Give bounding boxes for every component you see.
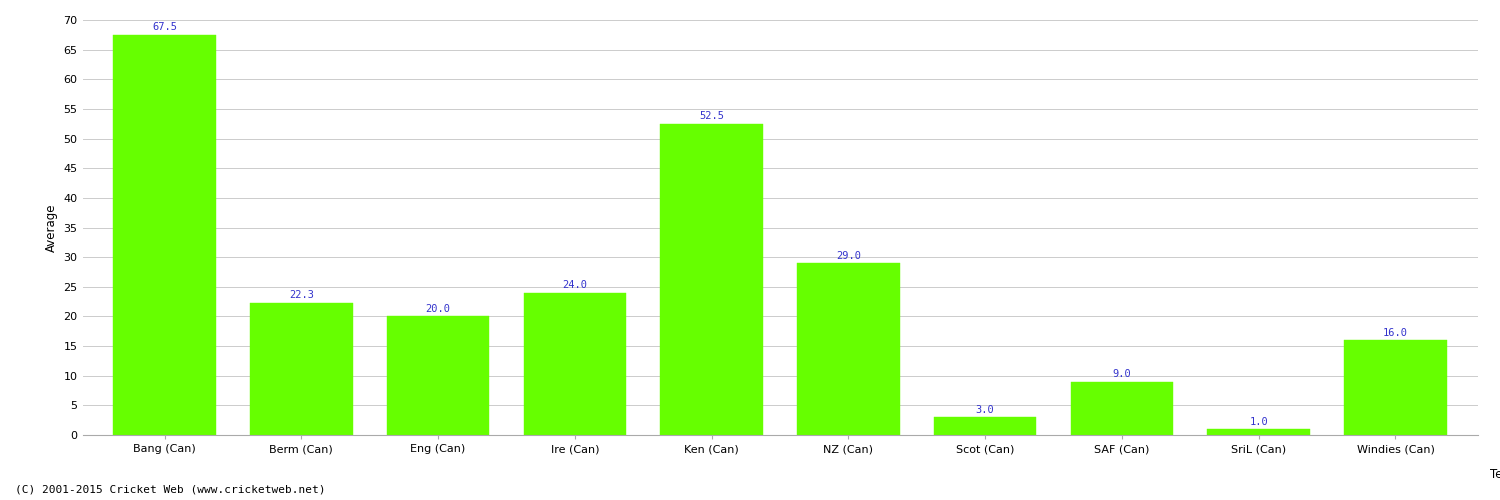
Text: (C) 2001-2015 Cricket Web (www.cricketweb.net): (C) 2001-2015 Cricket Web (www.cricketwe… bbox=[15, 485, 326, 495]
Text: 1.0: 1.0 bbox=[1250, 416, 1268, 426]
X-axis label: Team: Team bbox=[1490, 468, 1500, 481]
Bar bbox=[934, 417, 1036, 435]
Bar bbox=[660, 124, 764, 435]
Text: 20.0: 20.0 bbox=[426, 304, 450, 314]
Text: 9.0: 9.0 bbox=[1113, 370, 1131, 380]
Bar bbox=[796, 263, 900, 435]
Text: 67.5: 67.5 bbox=[152, 22, 177, 32]
Text: 16.0: 16.0 bbox=[1383, 328, 1408, 338]
Bar bbox=[1208, 429, 1310, 435]
Bar bbox=[524, 292, 626, 435]
Text: 24.0: 24.0 bbox=[562, 280, 588, 290]
Text: 52.5: 52.5 bbox=[699, 112, 724, 122]
Bar bbox=[251, 303, 352, 435]
Bar bbox=[1071, 382, 1173, 435]
Bar bbox=[114, 35, 216, 435]
Bar bbox=[1344, 340, 1446, 435]
Text: 22.3: 22.3 bbox=[290, 290, 314, 300]
Text: 3.0: 3.0 bbox=[976, 405, 994, 415]
Y-axis label: Average: Average bbox=[45, 203, 58, 252]
Bar bbox=[387, 316, 489, 435]
Text: 29.0: 29.0 bbox=[836, 250, 861, 260]
